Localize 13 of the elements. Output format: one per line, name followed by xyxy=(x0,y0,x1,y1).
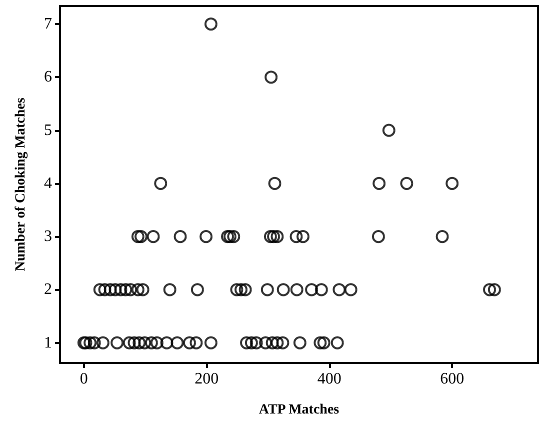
x-tick-label: 400 xyxy=(317,370,342,388)
x-tick-label: 200 xyxy=(194,370,219,388)
x-tick-label: 600 xyxy=(440,370,464,388)
y-tick-label: 5 xyxy=(44,122,52,139)
y-tick-label: 4 xyxy=(44,174,52,192)
x-tick-label: 0 xyxy=(80,370,88,388)
y-tick-label: 1 xyxy=(44,334,52,352)
x-axis-title: ATP Matches xyxy=(258,402,340,418)
y-tick-label: 3 xyxy=(44,228,52,246)
y-tick-label: 2 xyxy=(44,281,52,298)
y-axis-title: Number of Choking Matches xyxy=(14,97,28,272)
y-tick-label: 7 xyxy=(44,16,52,33)
y-tick-label: 6 xyxy=(44,68,52,86)
